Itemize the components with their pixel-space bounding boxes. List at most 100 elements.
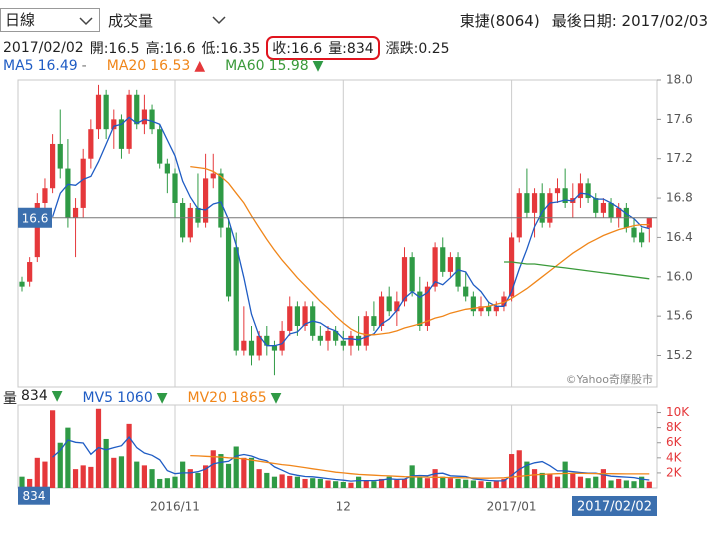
candle-body [646, 217, 652, 228]
candle-body [65, 168, 71, 218]
period-dropdown[interactable]: 日線 [0, 8, 100, 32]
info-value: 16.5 [108, 41, 140, 57]
stock-header: 東捷(8064) 最後日期: 2017/02/03 [460, 10, 708, 31]
legend-trend: ▼ [270, 390, 282, 406]
chevron [212, 16, 226, 25]
candle-body [531, 193, 538, 213]
volume-bar [310, 478, 316, 488]
candle-body [356, 335, 362, 346]
y-tick-label: 16.4 [666, 230, 693, 244]
info-row: 2017/02/02 開:16.5 高:16.6 低:16.35 收:16.6 量:834… [3, 36, 450, 60]
info-field: 開:16.5 [90, 38, 140, 58]
price-legend: MA5 16.49- MA20 16.53 ▲ MA60 15.98 ▼ [3, 58, 337, 74]
candle-body [203, 178, 209, 223]
y-tick-label: 4K [666, 450, 683, 464]
volume-bar [570, 472, 576, 488]
candle-body [455, 257, 461, 287]
legend-item: MV5 1060 ▼ [83, 390, 168, 406]
legend-value: 16.49 [37, 58, 78, 74]
volume-bar [493, 481, 499, 488]
volume-bar [241, 457, 247, 488]
y-tick-label: 15.6 [666, 309, 693, 323]
info-label: 低: [201, 41, 221, 57]
volume-bar [302, 478, 308, 488]
volume-bar [233, 446, 239, 488]
candle-body [27, 262, 33, 282]
candle-body [180, 202, 186, 238]
candle-body [470, 296, 476, 312]
info-field: 量:834 [328, 38, 373, 58]
candle-body [317, 335, 323, 341]
info-value: 834 [346, 41, 374, 57]
candle-body [88, 129, 94, 159]
candle-body [157, 129, 163, 164]
candle-body [639, 232, 645, 243]
volume-bar [279, 474, 285, 488]
candle-body [478, 306, 484, 312]
legend-value: 1865 [231, 390, 267, 406]
candle-body [417, 291, 423, 326]
candle-body [593, 198, 599, 213]
candle-body [440, 247, 446, 272]
candle-body [585, 183, 591, 199]
plot-frame [17, 79, 658, 388]
last-price-box [18, 207, 52, 228]
last-volume-label: 834 [23, 489, 46, 503]
volume-bar [50, 410, 56, 488]
legend-trend: ▼ [156, 390, 168, 406]
cursor-date-box [572, 496, 657, 516]
volume-bar [57, 442, 63, 488]
candle-body [516, 193, 522, 238]
indicator-dropdown[interactable]: 成交量 [108, 10, 228, 31]
volume-bar [157, 478, 163, 488]
candle-body [294, 306, 300, 326]
chevron [79, 17, 93, 26]
legend-item: MA60 15.98 ▼ [225, 58, 323, 74]
last-price-label: 16.6 [22, 211, 49, 225]
last-date: 最後日期: 2017/02/03 [552, 10, 708, 31]
volume-bar [363, 480, 369, 488]
volume-bar [180, 461, 186, 488]
volume-bar [340, 481, 346, 488]
volume-bar [225, 463, 232, 488]
volume-bar [509, 454, 515, 488]
legend-item: MV20 1865 ▼ [188, 390, 282, 406]
volume-bar [333, 481, 339, 488]
legend-name: MA60 [225, 58, 265, 74]
volume-bar [294, 476, 300, 488]
candle-body [539, 193, 545, 223]
volume-bar [447, 478, 453, 488]
ma-line [504, 261, 650, 280]
candle-body [348, 335, 354, 346]
candle-body [19, 281, 25, 287]
volume-bar [111, 457, 117, 488]
volume-bar [27, 478, 33, 488]
candle-body [608, 202, 614, 218]
candle-body [149, 109, 155, 130]
candle-body [547, 193, 553, 223]
candle-body [409, 257, 415, 292]
info-label: 量: [328, 41, 347, 57]
candle-body [134, 94, 140, 125]
x-tick-label: 2016/11 [150, 500, 200, 514]
candle-body [42, 188, 48, 203]
legend-trend: ▼ [51, 388, 63, 404]
volume-bar [42, 461, 48, 488]
legend-name: MV20 [187, 390, 227, 406]
candle-body [72, 207, 79, 218]
volume-bar [539, 472, 545, 488]
volume-bar [486, 481, 492, 488]
volume-bar [195, 472, 201, 488]
candle-body [111, 119, 117, 130]
volume-bar [172, 476, 178, 488]
candle-body [271, 345, 278, 351]
volume-bar [470, 480, 476, 488]
volume-bar [608, 480, 614, 488]
candle-body [600, 202, 606, 213]
candle-body [371, 316, 377, 326]
y-tick-label: 8K [666, 420, 683, 434]
legend-item: 量 834 ▼ [3, 388, 63, 408]
volume-bar [547, 474, 553, 488]
